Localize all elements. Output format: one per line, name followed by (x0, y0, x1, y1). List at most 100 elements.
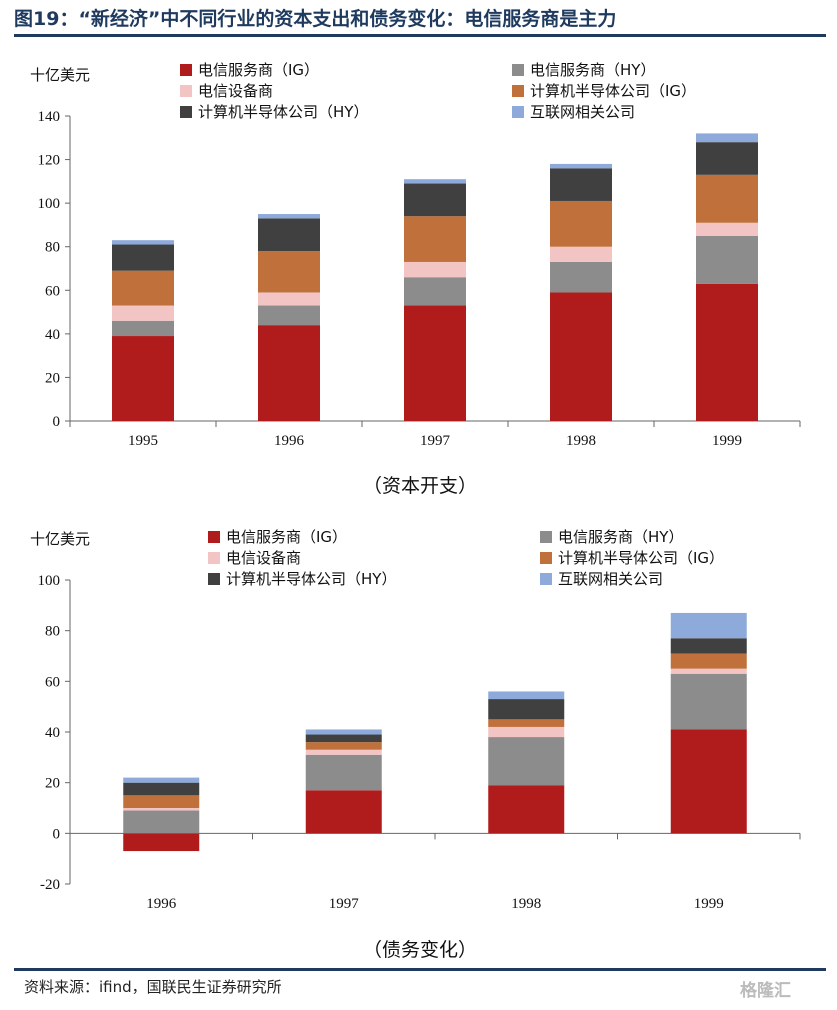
legend-label: 互联网相关公司 (558, 570, 663, 588)
y-tick-label: 140 (38, 109, 61, 125)
bar-segment (123, 795, 200, 808)
bar-segment (258, 325, 320, 421)
bar-segment (112, 336, 174, 421)
bar-segment (550, 163, 612, 169)
legend-label: 电信服务商（HY） (558, 528, 683, 546)
bar-segment (404, 305, 466, 421)
y-tick-label: 0 (53, 414, 61, 430)
bar-segment (488, 726, 565, 738)
bar-segment (404, 183, 466, 217)
bar-segment (404, 277, 466, 306)
x-tick-label: 1997 (329, 896, 360, 912)
bar-segment (258, 292, 320, 306)
bar-segment (404, 261, 466, 278)
legend-swatch (512, 64, 524, 76)
bar-segment (258, 218, 320, 252)
y-tick-label: 100 (38, 196, 61, 212)
bar-segment (123, 777, 200, 783)
bar-segment (696, 174, 758, 223)
legend-label: 电信服务商（HY） (530, 61, 655, 79)
legend-swatch (512, 106, 524, 118)
bar-segment (550, 292, 612, 421)
bar-segment (670, 729, 747, 834)
legend-label: 计算机半导体公司（HY） (198, 103, 368, 121)
bar-segment (305, 734, 382, 743)
x-tick-label: 1996 (274, 433, 305, 449)
bar-segment (696, 222, 758, 236)
legend-swatch (512, 85, 524, 97)
y-tick-label: 20 (45, 776, 60, 792)
bar-segment (123, 810, 200, 834)
bar-segment (670, 638, 747, 654)
bar-segment (670, 653, 747, 669)
legend-label: 电信服务商（IG） (226, 528, 347, 546)
bar-segment (112, 240, 174, 245)
bar-segment (112, 320, 174, 337)
y-tick-label: 60 (45, 283, 60, 299)
legend-label: 互联网相关公司 (530, 103, 635, 121)
y-tick-label: 0 (53, 826, 61, 842)
bar-segment (550, 168, 612, 201)
legend-swatch (540, 573, 552, 585)
legend-swatch (540, 531, 552, 543)
bar-segment (670, 612, 747, 639)
legend-swatch (540, 552, 552, 564)
legend-swatch (180, 85, 192, 97)
bar-segment (696, 142, 758, 175)
source-note: 资料来源：ifind，国联民生证券研究所 (24, 978, 282, 996)
bar-segment (488, 737, 565, 786)
legend-label: 计算机半导体公司（HY） (226, 570, 396, 588)
legend-label: 电信设备商 (198, 82, 273, 100)
bar-segment (696, 235, 758, 284)
legend-swatch (180, 64, 192, 76)
chart-caption: （债务变化） (363, 939, 477, 961)
y-tick-label: 80 (45, 624, 60, 640)
bar-segment (696, 133, 758, 143)
bar-segment (404, 179, 466, 184)
x-tick-label: 1999 (694, 896, 724, 912)
y-tick-label: 40 (45, 327, 60, 343)
legend-swatch (208, 552, 220, 564)
y-tick-label: 120 (38, 153, 61, 169)
y-unit-label: 十亿美元 (30, 66, 90, 84)
bar-segment (488, 691, 565, 700)
bar-segment (404, 216, 466, 262)
x-tick-label: 1998 (566, 433, 596, 449)
y-tick-label: 60 (45, 674, 60, 690)
y-tick-label: -20 (40, 877, 60, 893)
bar-segment (488, 699, 565, 720)
figure-title: 图19：“新经济”中不同行业的资本支出和债务变化：电信服务商是主力 (14, 8, 617, 30)
legend-swatch (180, 106, 192, 118)
legend-label: 电信设备商 (226, 549, 301, 567)
bar-segment (550, 246, 612, 262)
bar-segment (550, 261, 612, 293)
y-tick-label: 100 (38, 573, 61, 589)
bar-segment (123, 782, 200, 796)
bar-segment (123, 833, 200, 852)
bar-segment (258, 251, 320, 293)
bar-segment (112, 270, 174, 306)
x-tick-label: 1996 (146, 896, 177, 912)
x-tick-label: 1997 (420, 433, 451, 449)
bar-segment (305, 749, 382, 755)
source-rule (14, 968, 826, 971)
y-tick-label: 40 (45, 725, 60, 741)
bar-segment (305, 729, 382, 735)
bar-segment (550, 200, 612, 247)
legend-swatch (208, 531, 220, 543)
bar-segment (112, 305, 174, 321)
x-tick-label: 1999 (712, 433, 742, 449)
bar-segment (305, 742, 382, 750)
capex-chart: 十亿美元 电信服务商（IG） 电信服务商（HY） 电信设备商 计算机半导体公司（IG） 计… (30, 61, 801, 497)
debt-chart: 十亿美元 电信服务商（IG） 电信服务商（HY） 电信设备商 计算机半导体公司（IG） 计… (30, 528, 801, 961)
bar-segment (112, 244, 174, 271)
bar-segment (488, 719, 565, 727)
y-tick-label: 80 (45, 240, 60, 256)
chart-caption: （资本开支） (363, 475, 477, 497)
bar-segment (670, 673, 747, 730)
bar-segment (488, 785, 565, 834)
legend-swatch (208, 573, 220, 585)
bar-segment (305, 754, 382, 791)
bar-segment (258, 214, 320, 219)
x-tick-label: 1995 (128, 433, 158, 449)
